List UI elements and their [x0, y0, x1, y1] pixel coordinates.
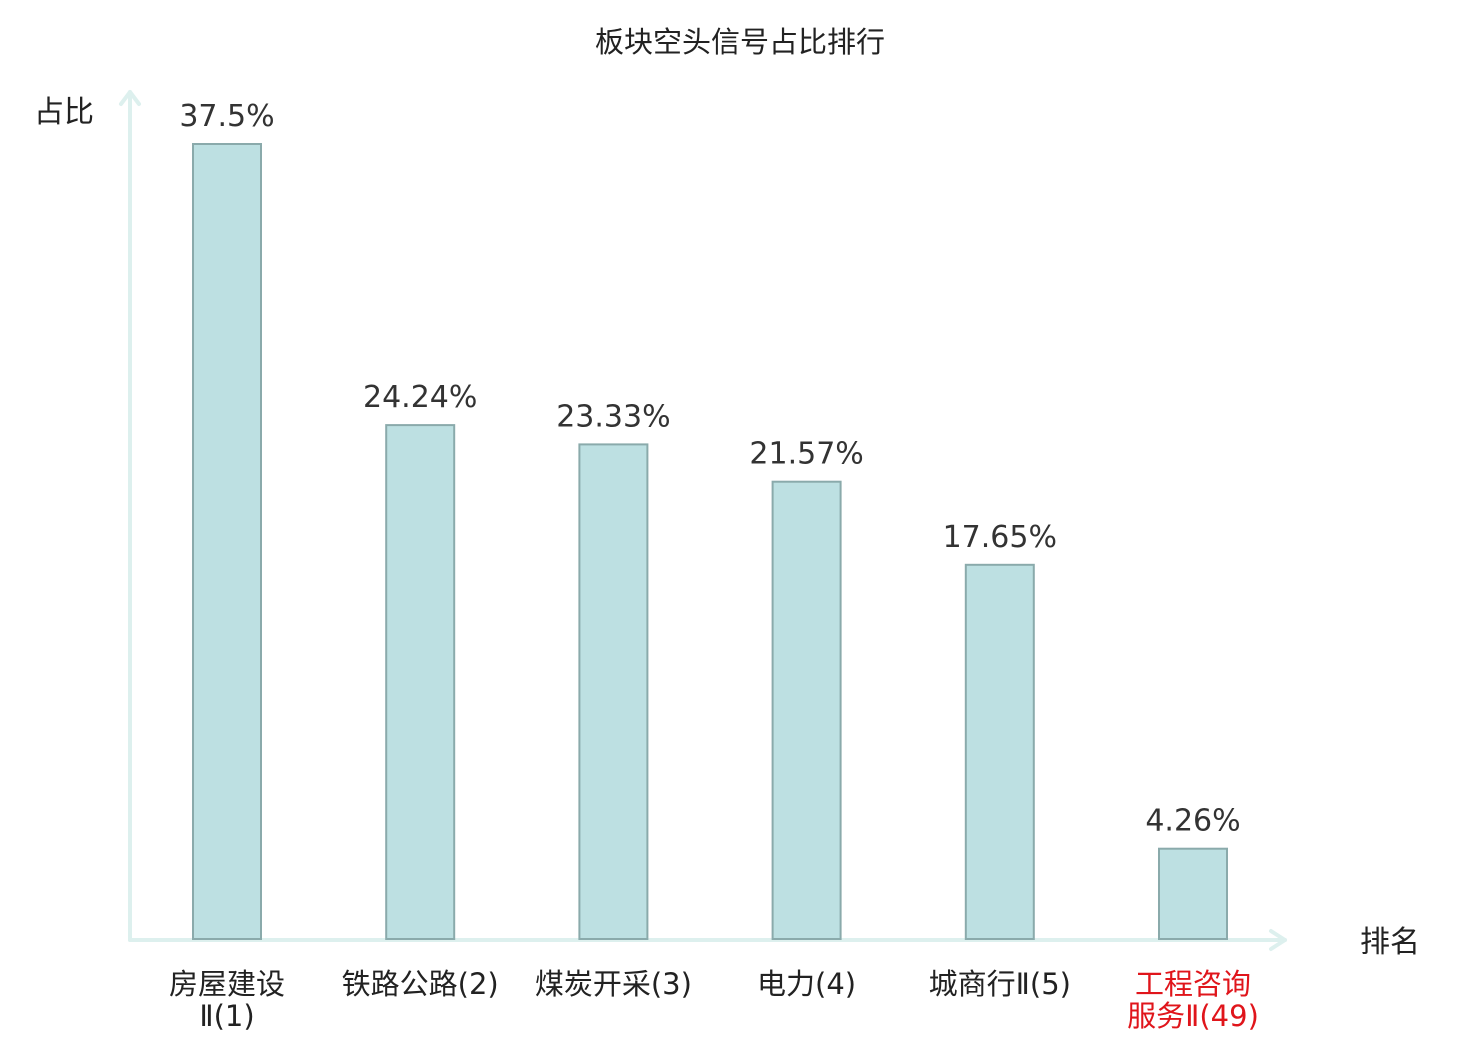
- x-axis-arrow-icon: [1269, 929, 1287, 951]
- x-tick-label: 电力(4): [757, 967, 856, 1001]
- y-axis-arrow-icon: [119, 90, 141, 106]
- x-tick-label: Ⅱ(1): [199, 999, 254, 1033]
- y-axis-label: 占比: [34, 95, 94, 130]
- x-axis: 排名: [128, 925, 1420, 960]
- x-axis-label: 排名: [1360, 925, 1420, 960]
- y-axis: 占比: [34, 90, 141, 942]
- data-label: 23.33%: [556, 399, 670, 434]
- bar: [578, 443, 649, 940]
- x-tick-label: 服务Ⅱ(49): [1127, 999, 1259, 1033]
- bar: [1158, 847, 1228, 941]
- data-label: 17.65%: [943, 520, 1057, 555]
- x-tick-label: 城商行Ⅱ(5): [929, 967, 1071, 1001]
- data-label: 37.5%: [179, 99, 274, 134]
- x-tick-label: 煤炭开采(3): [535, 967, 692, 1001]
- x-tick-label: 铁路公路(2): [342, 967, 499, 1001]
- bar: [964, 563, 1035, 940]
- bar: [771, 480, 842, 940]
- value-labels: 37.5% 24.24% 23.33% 21.57% 17.65% 4.26%: [179, 99, 1240, 839]
- x-tick-label: 房屋建设: [169, 967, 285, 1001]
- chart-title: 板块空头信号占比排行: [595, 25, 885, 59]
- x-tick-label: 工程咨询: [1135, 967, 1251, 1001]
- data-label: 21.57%: [749, 437, 863, 472]
- bar: [385, 424, 456, 941]
- data-label: 24.24%: [363, 380, 477, 415]
- data-label: 4.26%: [1145, 804, 1240, 839]
- bar: [192, 143, 262, 940]
- bar-series: [192, 143, 1228, 941]
